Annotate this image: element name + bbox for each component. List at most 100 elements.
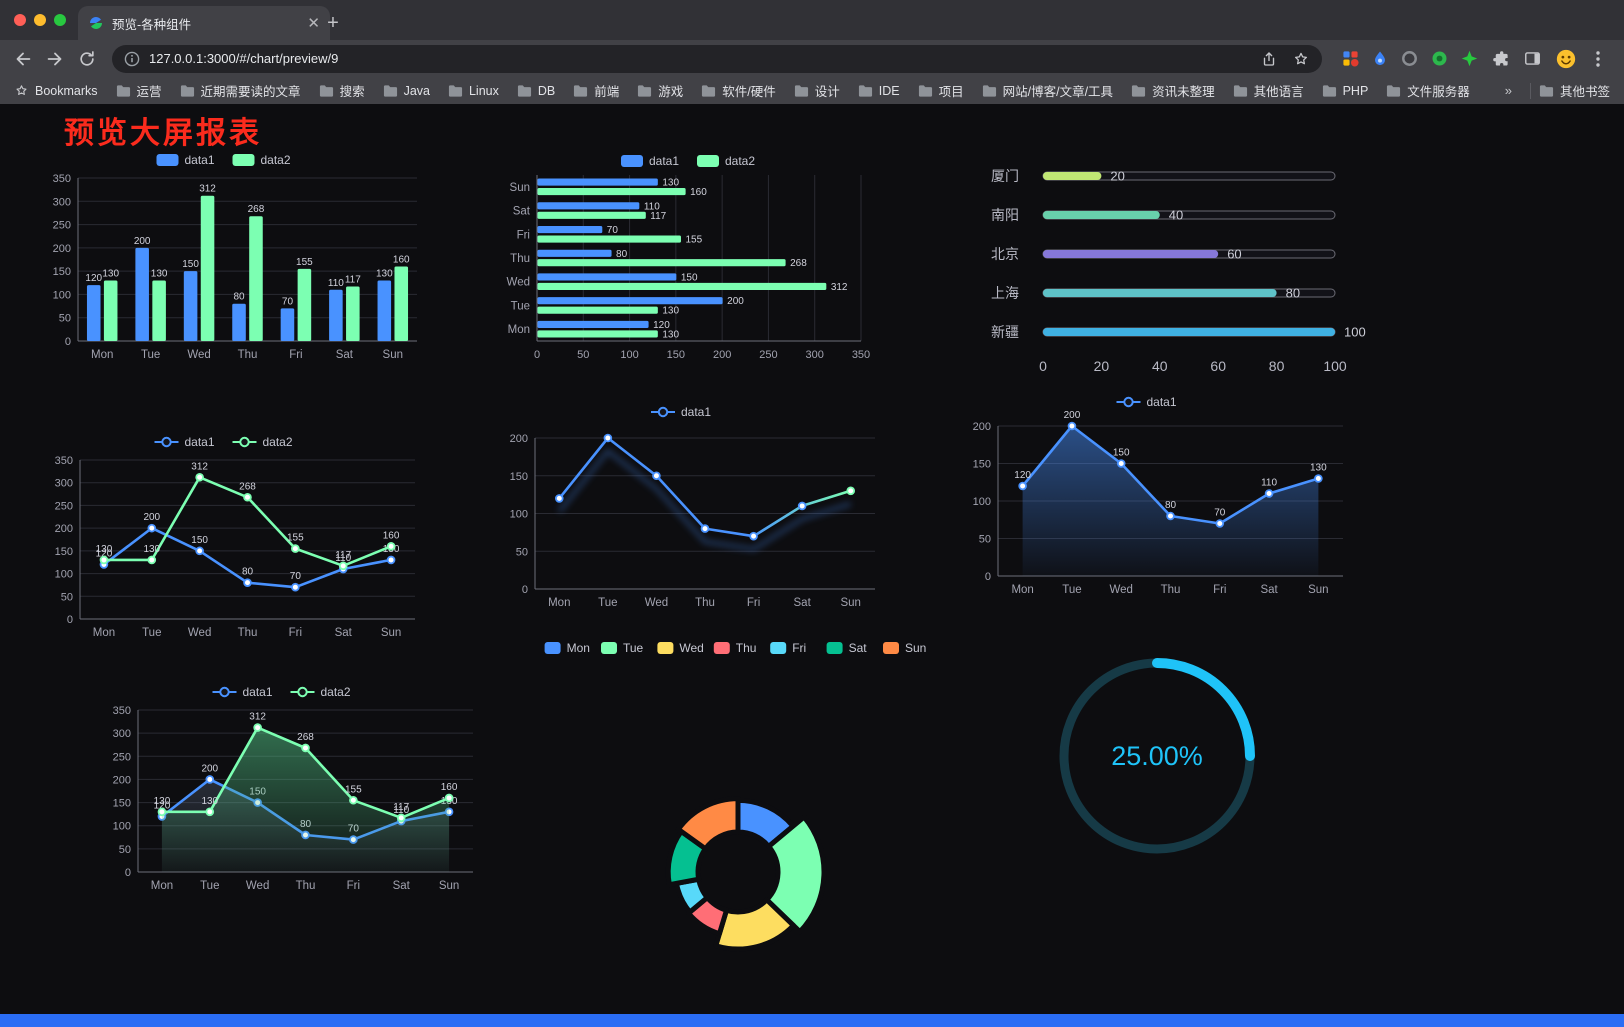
extension-icon-2[interactable]	[1372, 50, 1388, 68]
svg-text:data2: data2	[263, 435, 293, 449]
legend-item-Sun[interactable]: Sun	[883, 641, 926, 655]
svg-text:312: 312	[831, 282, 848, 293]
url-bar[interactable]: 127.0.0.1:3000/#/chart/preview/9	[112, 44, 1322, 73]
svg-text:130: 130	[151, 268, 168, 279]
svg-text:200: 200	[510, 433, 528, 445]
svg-text:Tue: Tue	[511, 300, 530, 312]
bookmark-folder[interactable]: 软件/硬件	[701, 81, 776, 100]
bookmark-folder[interactable]: IDE	[858, 84, 900, 98]
svg-text:data2: data2	[261, 153, 291, 167]
browser-tab[interactable]: 预览-各种组件 ✕	[78, 6, 330, 40]
other-bookmarks-folder[interactable]: 其他书签	[1539, 81, 1610, 100]
extension-icon-4[interactable]	[1431, 50, 1448, 67]
svg-text:0: 0	[1039, 358, 1047, 374]
svg-text:150: 150	[191, 535, 208, 546]
legend-item-data2[interactable]: data2	[232, 153, 291, 167]
legend-item-Tue[interactable]: Tue	[601, 641, 644, 655]
bookmark-label: 前端	[594, 85, 620, 99]
bookmark-folder[interactable]: 前端	[573, 81, 619, 100]
back-button[interactable]	[8, 44, 38, 74]
legend-item-data1[interactable]: data1	[156, 153, 215, 167]
browser-menu-icon[interactable]	[1590, 50, 1606, 68]
svg-text:120: 120	[154, 800, 171, 811]
legend-item-Mon[interactable]: Mon	[544, 641, 590, 655]
svg-text:120: 120	[85, 273, 102, 284]
svg-text:150: 150	[182, 259, 199, 270]
bookmark-folder[interactable]: 项目	[918, 81, 964, 100]
bookmark-folder[interactable]: Linux	[448, 84, 499, 98]
legend-item-data1[interactable]: data1	[1116, 395, 1177, 409]
url-text[interactable]: 127.0.0.1:3000/#/chart/preview/9	[149, 51, 339, 66]
svg-text:Sun: Sun	[381, 627, 401, 639]
folder-icon	[918, 85, 932, 97]
legend-item-data1[interactable]: data1	[621, 154, 679, 168]
tab-close-icon[interactable]: ✕	[307, 14, 320, 32]
svg-text:200: 200	[53, 243, 71, 255]
bookmark-folder[interactable]: PHP	[1322, 84, 1368, 98]
svg-text:20: 20	[1094, 358, 1110, 374]
svg-text:250: 250	[113, 751, 131, 763]
svg-text:Mon: Mon	[1011, 584, 1033, 596]
bookmark-star-icon[interactable]	[1292, 50, 1310, 68]
svg-text:data1: data1	[243, 685, 273, 699]
svg-text:150: 150	[1113, 448, 1130, 459]
reload-button[interactable]	[72, 44, 102, 74]
legend-item-data2[interactable]: data2	[232, 435, 293, 449]
legend-item-Sat[interactable]: Sat	[826, 641, 868, 655]
svg-text:Fri: Fri	[747, 597, 760, 609]
legend-item-data1[interactable]: data1	[651, 405, 711, 419]
bookmark-folder[interactable]: 近期需要读的文章	[180, 81, 301, 100]
bookmarks-manager[interactable]: Bookmarks	[14, 83, 98, 98]
svg-text:0: 0	[985, 571, 991, 583]
extension-icon-5[interactable]	[1461, 50, 1478, 67]
extensions-puzzle-icon[interactable]	[1491, 49, 1510, 68]
svg-text:Thu: Thu	[238, 349, 258, 361]
bookmark-folder[interactable]: Java	[383, 84, 430, 98]
bookmark-label: Linux	[468, 83, 499, 98]
minimize-window-button[interactable]	[34, 14, 46, 26]
legend-item-data1[interactable]: data1	[154, 435, 215, 449]
zoom-window-button[interactable]	[54, 14, 66, 26]
svg-text:Wed: Wed	[246, 880, 269, 892]
legend-item-Fri[interactable]: Fri	[770, 641, 806, 655]
forward-button[interactable]	[40, 44, 70, 74]
site-info-icon[interactable]	[124, 51, 140, 67]
legend-item-Wed[interactable]: Wed	[657, 641, 704, 655]
folder-icon	[448, 85, 463, 97]
svg-text:Fri: Fri	[289, 349, 302, 361]
bookmark-label: 运营	[136, 85, 162, 99]
close-window-button[interactable]	[14, 14, 26, 26]
chart-multi-line: 0 50 100 150 200 250 300 350 Mon Tue Wed Thu Fri Sat S…	[40, 426, 425, 651]
legend-item-Thu[interactable]: Thu	[713, 641, 757, 655]
extensions-area	[1332, 48, 1616, 70]
legend-item-data2[interactable]: data2	[290, 685, 351, 699]
side-panel-icon[interactable]	[1523, 49, 1542, 68]
bookmarks-overflow-chevron[interactable]: »	[1504, 83, 1512, 98]
bookmark-folder[interactable]: 运营	[116, 81, 162, 100]
svg-text:130: 130	[1310, 463, 1327, 474]
bookmark-folder[interactable]: 资讯未整理	[1131, 81, 1215, 100]
bookmark-folder[interactable]: DB	[517, 84, 555, 98]
bookmark-folder[interactable]: 设计	[794, 81, 840, 100]
svg-text:110: 110	[393, 805, 409, 816]
legend-item-data2[interactable]: data2	[697, 154, 755, 168]
legend-item-data1[interactable]: data1	[212, 685, 273, 699]
bookmark-folder[interactable]: 游戏	[637, 81, 683, 100]
svg-text:110: 110	[1261, 478, 1277, 489]
folder-icon	[702, 85, 716, 97]
svg-text:155: 155	[287, 533, 304, 544]
bookmark-folder[interactable]: 其他语言	[1233, 81, 1304, 100]
bookmark-folder[interactable]: 搜索	[319, 81, 365, 100]
extension-icon-3[interactable]	[1401, 50, 1418, 67]
svg-text:350: 350	[53, 173, 71, 185]
svg-text:Tue: Tue	[142, 627, 161, 639]
svg-text:Sat: Sat	[794, 597, 812, 609]
extension-icon-1[interactable]	[1342, 50, 1359, 67]
bookmark-folder[interactable]: 网站/博客/文章/工具	[982, 81, 1113, 100]
new-tab-button[interactable]: +	[327, 11, 339, 34]
svg-text:200: 200	[973, 421, 991, 433]
share-icon[interactable]	[1260, 50, 1278, 68]
bookmark-folder[interactable]: 文件服务器	[1386, 81, 1470, 100]
profile-avatar[interactable]	[1555, 48, 1577, 70]
svg-text:Mon: Mon	[91, 349, 113, 361]
